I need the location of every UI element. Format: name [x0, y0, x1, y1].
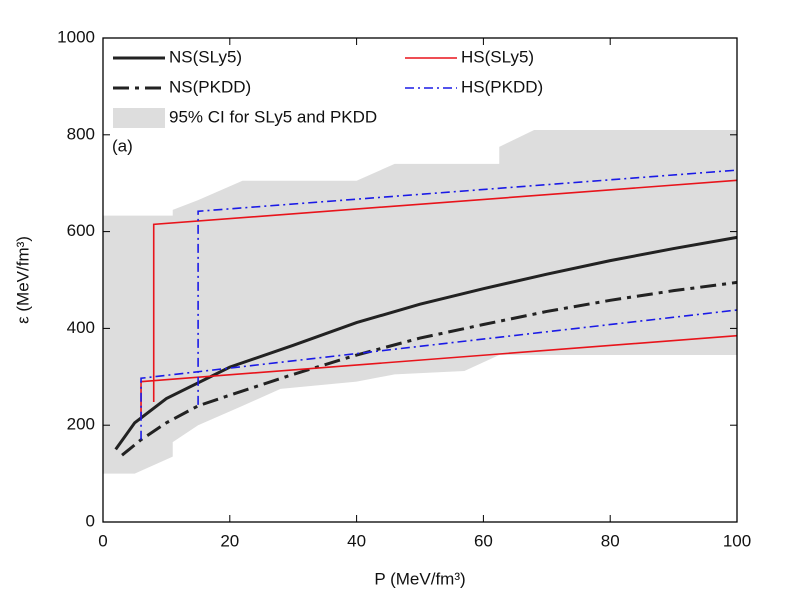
x-tick-label: 40 — [347, 531, 366, 550]
y-tick-label: 600 — [67, 221, 95, 240]
y-axis-title: ε (MeV/fm³) — [13, 236, 32, 324]
legend-label: HS(PKDD) — [461, 77, 543, 96]
series-line — [114, 235, 738, 451]
x-tick-label: 20 — [220, 531, 239, 550]
annotation: (a) — [112, 136, 133, 155]
x-tick-label: 80 — [601, 531, 620, 550]
legend-label: 95% CI for SLy5 and PKDD — [169, 107, 377, 126]
y-tick-label: 200 — [67, 415, 95, 434]
legend-label: NS(SLy5) — [169, 47, 242, 66]
y-tick-label: 0 — [86, 511, 95, 530]
legend-label: HS(SLy5) — [461, 47, 534, 66]
x-tick-label: 60 — [474, 531, 493, 550]
legend-label: NS(PKDD) — [169, 77, 251, 96]
series-line — [121, 280, 738, 457]
y-tick-label: 800 — [67, 124, 95, 143]
plot-frame — [102, 37, 738, 523]
x-tick-label: 100 — [723, 531, 751, 550]
x-tick-label: 0 — [98, 531, 107, 550]
legend-swatch — [113, 108, 165, 128]
x-axis-title: P (MeV/fm³) — [374, 569, 465, 588]
series-line — [140, 169, 738, 440]
y-tick-label: 400 — [67, 318, 95, 337]
y-tick-label: 1000 — [57, 27, 95, 46]
